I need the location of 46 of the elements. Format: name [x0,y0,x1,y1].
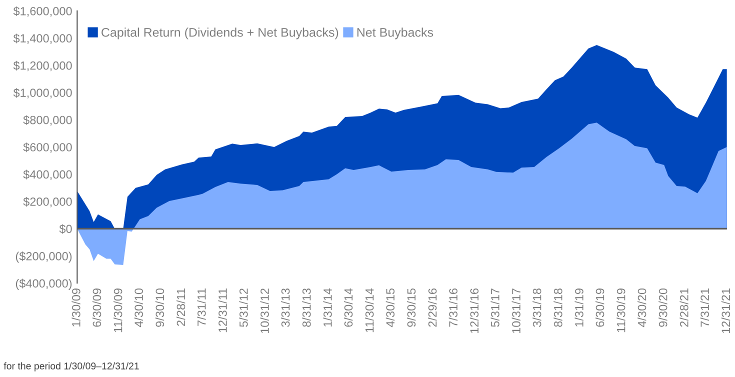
x-tick-label: 10/31/12 [260,288,269,334]
x-tick-label: 1/31/14 [323,288,332,326]
x-tick-label: 6/30/09 [92,288,102,327]
legend-label: Capital Return (Dividends + Net Buybacks) [102,28,338,40]
x-tick-label: 11/30/09 [114,288,122,332]
x-tick-label: 9/30/20 [658,288,668,327]
x-tick-label: 8/31/13 [302,288,311,327]
x-tick-label: 3/31/13 [281,288,290,327]
x-tick-label: 7/31/11 [197,288,206,326]
x-tick-label: 2/28/11 [176,288,186,326]
y-tick-label: $1,600,000 [13,6,72,17]
x-tick-label: 7/31/21 [700,288,710,327]
x-tick-label: 6/30/14 [344,288,353,327]
x-tick-label: 8/31/18 [554,288,562,327]
x-tick-label: 1/31/19 [574,288,584,326]
y-tick-label: $600,000 [23,142,72,153]
y-tick-label: $1,000,000 [13,88,72,98]
x-tick-label: 12/31/16 [470,288,479,334]
x-tick-label: 4/30/20 [638,288,646,328]
x-tick-label: 9/30/15 [406,288,416,327]
y-tick-label: $1,200,000 [13,60,72,72]
x-tick-label: 9/30/10 [155,288,164,327]
x-tick-label: 1/30/09 [72,288,80,326]
text: for the period 1/30/09–12/31/21 [4,362,139,372]
x-tick-label: 10/31/17 [512,288,520,334]
y-tick-label: ($200,000) [16,252,72,263]
x-tick-label: 11/30/19 [616,288,626,332]
x-tick-label: 5/31/17 [490,288,500,327]
x-tick-label: 2/29/16 [428,288,437,327]
x-tick-label: 7/31/16 [448,288,458,327]
legend-label: Net Buybacks [357,28,434,40]
x-tick-label: 4/30/10 [134,288,144,328]
y-tick-label: $0 [59,224,72,234]
x-tick-label: 12/31/11 [218,288,227,332]
x-tick-label: 2/28/21 [680,288,688,327]
y-tick-label: $400,000 [23,170,72,180]
x-tick-label: 3/31/18 [532,288,542,327]
x-tick-label: 6/30/19 [596,288,604,327]
y-tick-label: $200,000 [23,197,72,208]
y-tick-label: $1,400,000 [13,34,72,44]
y-tick-label: ($400,000) [16,278,72,290]
x-tick-label: 11/30/14 [365,288,374,332]
x-tick-label: 5/31/12 [239,288,248,327]
x-tick-label: 12/31/21 [721,288,730,334]
x-tick-label: 4/30/15 [386,288,395,328]
y-tick-label: $800,000 [23,115,72,126]
